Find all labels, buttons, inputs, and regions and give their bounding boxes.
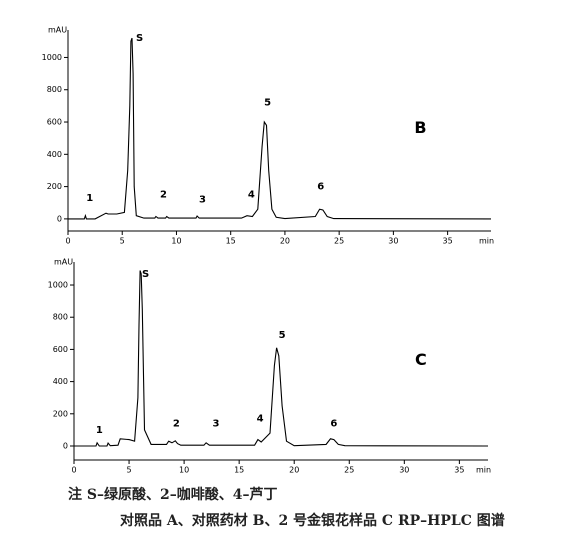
- peak-label: 2: [160, 190, 167, 201]
- x-tick-label: 5: [127, 466, 132, 475]
- y-tick-label: 400: [47, 150, 62, 159]
- y-tick-label: 600: [47, 118, 62, 127]
- y-tick-label: 1000: [48, 281, 68, 290]
- peak-label: 5: [279, 330, 286, 341]
- peak-label: 5: [264, 98, 271, 109]
- y-tick-label: 800: [53, 313, 68, 322]
- y-tick-label: 600: [53, 345, 68, 354]
- panel-label: C: [415, 350, 427, 369]
- x-tick-label: 25: [344, 466, 354, 475]
- peak-label: 3: [213, 418, 220, 429]
- x-tick-label: 5: [120, 237, 125, 246]
- y-tick-label: 400: [53, 377, 68, 386]
- peak-label: S: [136, 33, 143, 44]
- x-tick-label: 10: [179, 466, 189, 475]
- peak-label: 3: [199, 195, 206, 206]
- panel-label: B: [414, 118, 426, 137]
- x-tick-label: 0: [65, 237, 70, 246]
- x-tick-label: 30: [388, 237, 398, 246]
- peak-label: 1: [86, 193, 93, 204]
- y-tick-label: 800: [47, 85, 62, 94]
- x-axis-label: min: [476, 466, 491, 475]
- x-tick-label: 20: [289, 466, 299, 475]
- peak-label: 4: [257, 414, 264, 425]
- peak-label: S: [142, 269, 149, 280]
- y-tick-label: 1000: [42, 53, 62, 62]
- x-tick-label: 25: [334, 237, 344, 246]
- y-tick-label: 0: [57, 214, 62, 223]
- x-tick-label: 10: [171, 237, 181, 246]
- peak-label: 1: [96, 425, 103, 436]
- x-tick-label: 15: [234, 466, 244, 475]
- x-axis-label: min: [479, 237, 494, 246]
- chromatogram-trace: [68, 37, 492, 220]
- x-tick-label: 35: [454, 466, 464, 475]
- peak-label: 4: [248, 190, 255, 201]
- caption-title: 对照品 A、对照药材 B、2 号金银花样品 C RP–HPLC 图谱: [120, 513, 505, 529]
- peak-label: 6: [330, 418, 337, 429]
- y-tick-label: 200: [53, 409, 68, 418]
- caption-note: 注 S–绿原酸、2–咖啡酸、4–芦丁: [68, 487, 278, 503]
- y-tick-label: 200: [47, 182, 62, 191]
- y-axis-label: mAU: [54, 258, 73, 267]
- x-tick-label: 20: [280, 237, 290, 246]
- peak-label: 6: [317, 182, 324, 193]
- peak-label: 2: [173, 418, 180, 429]
- x-tick-label: 15: [226, 237, 236, 246]
- chromatogram-trace: [74, 270, 489, 447]
- x-tick-label: 35: [443, 237, 453, 246]
- x-tick-label: 30: [399, 466, 409, 475]
- x-tick-label: 0: [71, 466, 76, 475]
- y-tick-label: 0: [63, 441, 68, 450]
- y-axis-label: mAU: [48, 26, 67, 35]
